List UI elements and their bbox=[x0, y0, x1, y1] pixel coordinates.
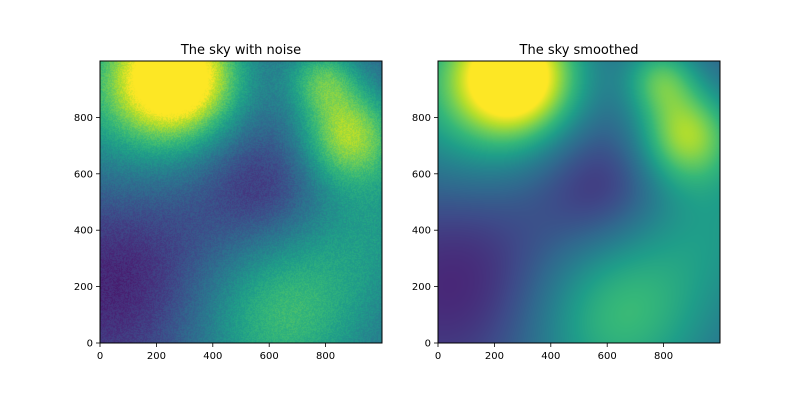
heatmap-image bbox=[438, 61, 720, 343]
y-tick-label: 0 bbox=[87, 339, 93, 350]
y-tick-label: 600 bbox=[74, 169, 93, 180]
heatmap-image bbox=[100, 61, 382, 343]
axes-frame bbox=[437, 60, 721, 344]
y-tick-label: 600 bbox=[412, 169, 431, 180]
x-tick-label: 200 bbox=[485, 351, 504, 362]
chart-title: The sky smoothed bbox=[519, 43, 639, 58]
x-tick-label: 800 bbox=[316, 351, 335, 362]
y-tick-label: 800 bbox=[74, 113, 93, 124]
x-tick-label: 200 bbox=[147, 351, 166, 362]
y-tick-label: 800 bbox=[412, 113, 431, 124]
chart-title: The sky with noise bbox=[180, 43, 301, 58]
panel-smoothed: The sky smoothed 0 200 400 600 800 0 200 400 600… bbox=[412, 43, 721, 362]
y-tick-label: 0 bbox=[425, 339, 431, 350]
axes-frame bbox=[99, 60, 383, 344]
tick-group: 0 200 400 600 800 0 200 400 600 800 bbox=[412, 113, 673, 362]
x-tick-label: 400 bbox=[541, 351, 560, 362]
x-tick-label: 800 bbox=[654, 351, 673, 362]
y-tick-label: 400 bbox=[412, 226, 431, 237]
y-tick-label: 200 bbox=[74, 282, 93, 293]
x-tick-label: 0 bbox=[435, 351, 441, 362]
y-tick-label: 400 bbox=[74, 226, 93, 237]
x-tick-label: 0 bbox=[97, 351, 103, 362]
x-tick-label: 600 bbox=[260, 351, 279, 362]
x-tick-label: 400 bbox=[203, 351, 222, 362]
x-tick-label: 600 bbox=[598, 351, 617, 362]
y-tick-label: 200 bbox=[412, 282, 431, 293]
panel-noise: The sky with noise 0 200 400 600 800 0 200 400 6… bbox=[74, 43, 383, 362]
tick-group: 0 200 400 600 800 0 200 400 600 800 bbox=[74, 113, 335, 362]
